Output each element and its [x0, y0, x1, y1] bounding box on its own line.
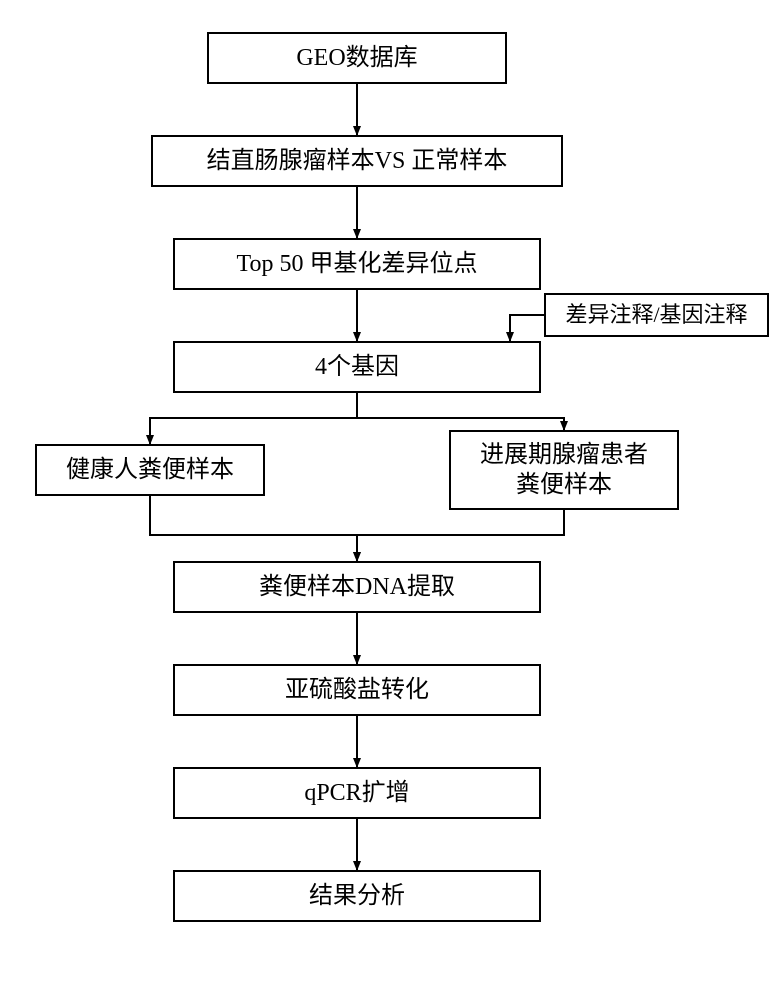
- flow-node-n9: 结果分析: [173, 870, 541, 922]
- flow-node-label: 进展期腺瘤患者 粪便样本: [480, 440, 648, 500]
- flow-node-label: 结直肠腺瘤样本VS 正常样本: [207, 146, 508, 176]
- flow-node-n6: 粪便样本DNA提取: [173, 561, 541, 613]
- flow-edge: [510, 315, 544, 341]
- flow-node-label: Top 50 甲基化差异位点: [237, 249, 478, 279]
- flow-node-n5b: 进展期腺瘤患者 粪便样本: [449, 430, 679, 510]
- flow-node-n2: 结直肠腺瘤样本VS 正常样本: [151, 135, 563, 187]
- flow-node-n3: Top 50 甲基化差异位点: [173, 238, 541, 290]
- flow-node-label: 健康人粪便样本: [66, 455, 234, 485]
- flow-node-n8: qPCR扩增: [173, 767, 541, 819]
- flow-node-label: 结果分析: [309, 881, 405, 911]
- flow-node-label: 亚硫酸盐转化: [285, 675, 429, 705]
- flow-node-n4: 4个基因: [173, 341, 541, 393]
- flow-edge: [150, 393, 357, 444]
- flow-node-label: 粪便样本DNA提取: [259, 572, 455, 602]
- flow-edge: [357, 510, 564, 561]
- flow-edge: [150, 496, 357, 561]
- flow-node-label: qPCR扩增: [304, 778, 409, 808]
- flow-node-n5a: 健康人粪便样本: [35, 444, 265, 496]
- flow-node-label: GEO数据库: [296, 43, 417, 73]
- flow-node-n7: 亚硫酸盐转化: [173, 664, 541, 716]
- flow-edge: [357, 393, 564, 430]
- flow-node-ann: 差异注释/基因注释: [544, 293, 769, 337]
- flow-node-label: 差异注释/基因注释: [565, 301, 747, 329]
- flow-node-n1: GEO数据库: [207, 32, 507, 84]
- flow-node-label: 4个基因: [315, 352, 399, 382]
